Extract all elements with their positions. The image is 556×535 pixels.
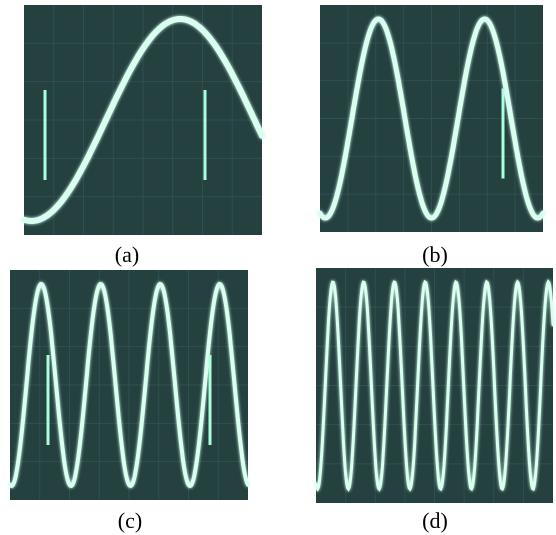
waveform bbox=[21, 16, 265, 224]
panel-label: (a) bbox=[115, 242, 139, 267]
panel-label: (d) bbox=[422, 508, 448, 533]
oscilloscope-photo bbox=[314, 268, 555, 503]
waveform bbox=[8, 281, 250, 489]
waveform bbox=[317, 16, 546, 221]
panel-label: (c) bbox=[118, 508, 142, 533]
waveform bbox=[314, 278, 555, 492]
oscilloscope-photo bbox=[317, 5, 546, 232]
oscilloscope-photo bbox=[21, 5, 265, 235]
oscilloscope-photo bbox=[8, 270, 250, 500]
panel-label: (b) bbox=[422, 242, 448, 267]
